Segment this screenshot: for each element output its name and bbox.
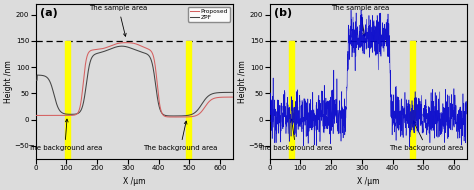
Proposed (33, 114, 38, 117)
ZPF (59, 111, 64, 114)
Proposed (137, 44, 142, 46)
X-axis label: X /μm: X /μm (357, 177, 379, 186)
Text: The sample area: The sample area (331, 6, 390, 36)
Proposed (59, 114, 64, 117)
ZPF (119, 45, 125, 47)
Proposed (118, 42, 124, 44)
ZPF (137, 50, 142, 52)
ZPF (171, 115, 177, 117)
ZPF (140, 51, 146, 54)
Proposed (66, 114, 72, 117)
Text: (b): (b) (274, 8, 292, 18)
Y-axis label: Height /nm: Height /nm (238, 60, 247, 103)
ZPF (66, 113, 72, 115)
Text: (a): (a) (40, 8, 58, 18)
Text: The background area: The background area (389, 121, 464, 151)
Proposed (173, 116, 178, 118)
Proposed (230, 96, 236, 98)
ZPF (230, 91, 236, 93)
Y-axis label: Height /nm: Height /nm (4, 60, 13, 103)
Proposed (123, 41, 128, 44)
Legend: Proposed, ZPF: Proposed, ZPF (188, 7, 230, 22)
ZPF (33, 79, 38, 82)
Proposed (99, 48, 105, 50)
ZPF (99, 51, 105, 53)
Line: ZPF: ZPF (36, 46, 233, 116)
ZPF (118, 45, 124, 47)
Text: The sample area: The sample area (90, 6, 148, 36)
Text: The background area: The background area (27, 119, 102, 151)
Proposed (140, 46, 146, 48)
Text: The background area: The background area (143, 121, 218, 151)
X-axis label: X /μm: X /μm (123, 177, 146, 186)
Line: Proposed: Proposed (36, 43, 233, 117)
Text: The background area: The background area (258, 119, 333, 151)
